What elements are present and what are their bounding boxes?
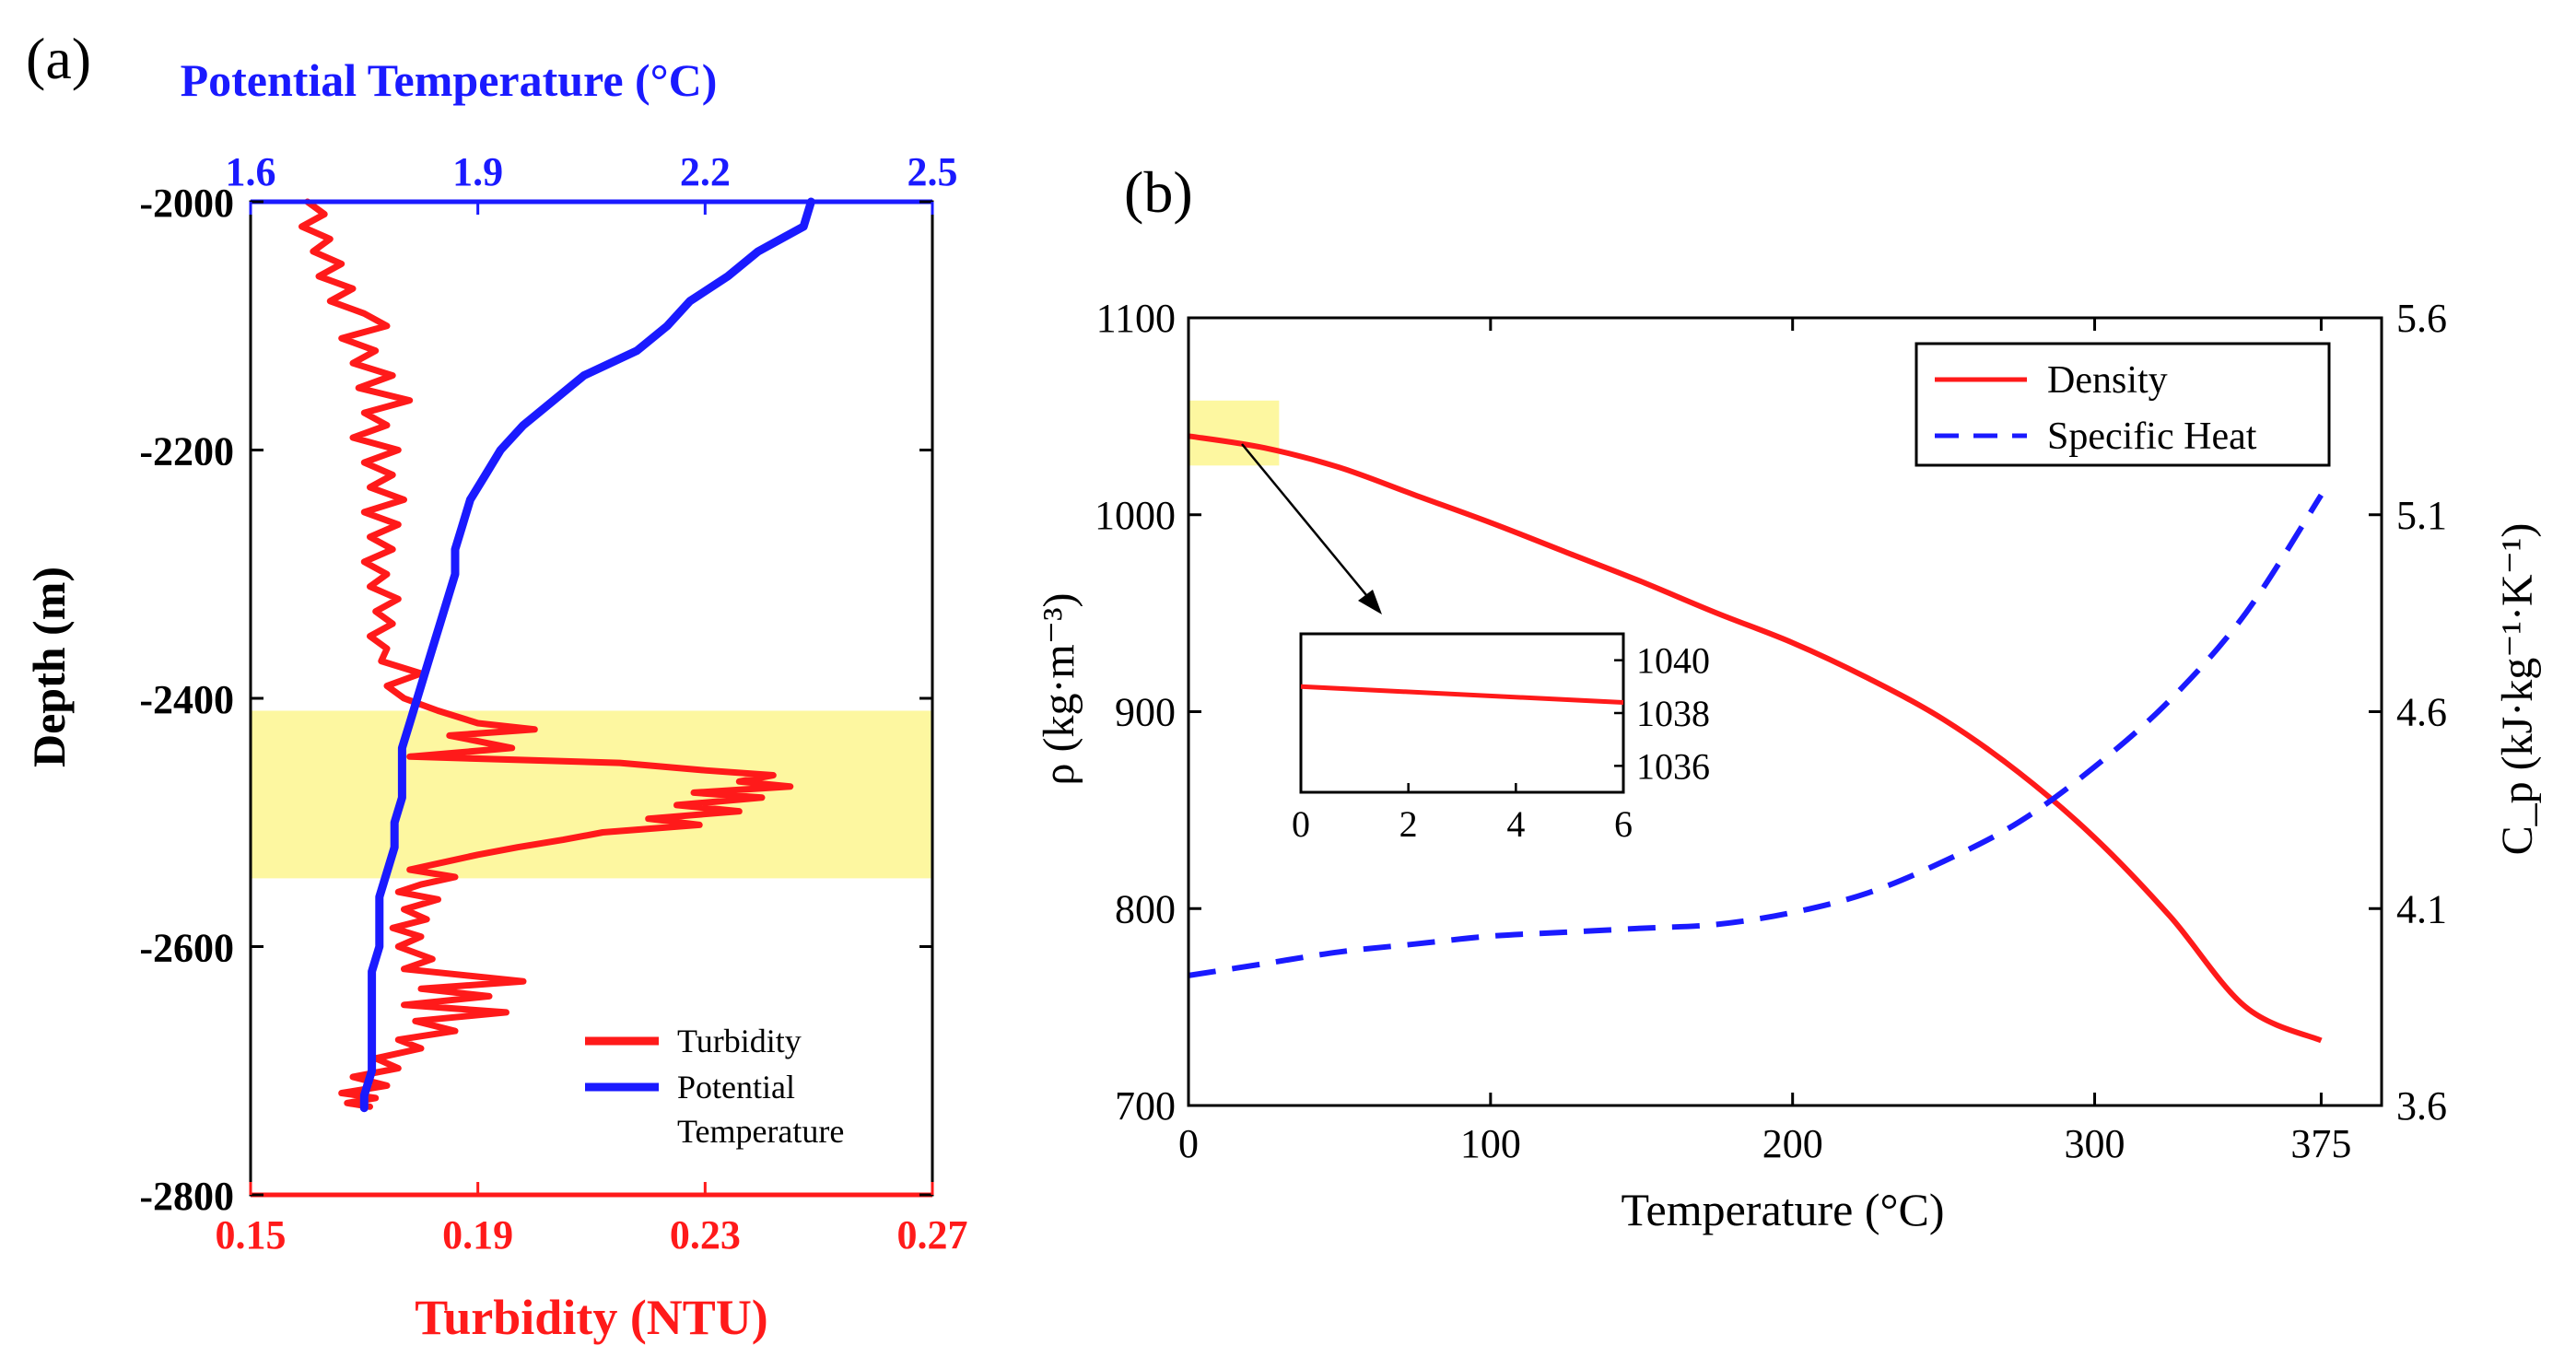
panel-b-right-ticks: 3.6 4.1 4.6 5.1 5.6 [2369, 296, 2447, 1129]
panel-a-bottom-tick-label: 0.27 [897, 1212, 968, 1258]
panel-b-label: (b) [1124, 159, 1193, 225]
panel-b: (b) ρ (kg·m⁻³) C_p (kJ·kg⁻¹·K⁻¹) Tempera… [1035, 159, 2542, 1235]
panel-a-top-ticks: 1.6 1.9 2.2 2.5 [226, 149, 958, 215]
inset-y-tick-label: 1038 [1636, 693, 1710, 734]
legend-temperature-label: Temperature [677, 1113, 844, 1150]
panel-a-legend: Turbidity Potential Temperature [585, 1023, 844, 1150]
panel-b-left-axis-title: ρ (kg·m⁻³) [1035, 593, 1083, 786]
panel-b-right-tick-label: 5.6 [2396, 296, 2447, 341]
panel-a-label: (a) [26, 26, 91, 91]
panel-b-right-tick-label: 3.6 [2396, 1083, 2447, 1129]
panel-a-highlight-band [251, 710, 932, 879]
panel-b-left-tick-label: 1000 [1095, 493, 1176, 538]
panel-b-series [1188, 433, 2324, 1044]
panel-b-right-tick-label: 5.1 [2396, 493, 2447, 538]
panel-a-top-tick-label: 1.6 [226, 149, 276, 194]
panel-b-x-axis-title: Temperature (°C) [1621, 1184, 1944, 1235]
panel-a-bottom-tick-label: 0.15 [216, 1212, 287, 1258]
panel-b-left-ticks: 700 800 900 1000 1100 [1095, 296, 1201, 1129]
panel-b-right-axis-title: C_p (kJ·kg⁻¹·K⁻¹) [2493, 523, 2542, 856]
legend-turbidity-label: Turbidity [677, 1023, 802, 1059]
panel-a-top-axis-title: Potential Temperature (°C) [181, 54, 718, 106]
panel-b-left-tick-label: 800 [1115, 886, 1176, 931]
panel-b-series-density [1188, 433, 2323, 1044]
panel-b-x-tick-label: 375 [2290, 1121, 2351, 1166]
panel-a-top-tick-label: 2.5 [907, 149, 958, 194]
inset-series [1300, 684, 1624, 705]
panel-a-y-tick-label: -2400 [139, 677, 234, 722]
panel-b-x-tick-label: 0 [1178, 1121, 1199, 1166]
panel-b-series-specific-heat [1188, 493, 2324, 978]
panel-a-y-tick-label: -2600 [139, 926, 234, 971]
panel-a-bottom-ticks: 0.15 0.19 0.23 0.27 [216, 1182, 968, 1258]
panel-a-frame [249, 200, 934, 1197]
inset-x-ticks: 0 2 4 6 [1292, 783, 1633, 845]
panel-a: (a) Potential Temperature (°C) Depth (m)… [23, 26, 968, 1345]
panel-b-x-tick-label: 200 [1762, 1121, 1823, 1166]
panel-a-bottom-axis-title: Turbidity (NTU) [415, 1290, 768, 1345]
panel-b-left-tick-label: 1100 [1096, 296, 1176, 341]
panel-b-legend-box [1914, 342, 2331, 467]
inset-pointer-line [1241, 443, 1372, 602]
legend-specific-heat-label: Specific Heat [2047, 415, 2257, 458]
inset-x-tick-label: 4 [1506, 803, 1525, 845]
panel-b-right-tick-label: 4.1 [2396, 886, 2447, 931]
panel-b-x-tick-label: 100 [1460, 1121, 1521, 1166]
panel-b-x-tick-label: 300 [2065, 1121, 2125, 1166]
inset-x-tick-label: 6 [1614, 803, 1633, 845]
panel-a-y-tick-label: -2200 [139, 429, 234, 474]
panel-b-inset: 0 2 4 6 1040 1038 1036 [1292, 632, 1710, 845]
panel-b-x-ticks: 0 100 200 300 375 [1178, 318, 2351, 1166]
inset-y-tick-label: 1040 [1636, 640, 1710, 682]
panel-b-legend: Density Specific Heat [1914, 342, 2331, 467]
panel-a-series [299, 197, 815, 1113]
inset-y-tick-label: 1036 [1636, 745, 1710, 787]
panel-b-callout-arrow [1241, 443, 1382, 614]
panel-a-bottom-tick-label: 0.23 [670, 1212, 741, 1258]
legend-density-label: Density [2047, 359, 2168, 402]
panel-a-series-potential-temperature [359, 197, 815, 1113]
panel-b-left-tick-label: 700 [1115, 1083, 1176, 1129]
panel-a-y-axis-title: Depth (m) [23, 567, 75, 767]
panel-a-y-ticks: -2000 -2200 -2400 -2600 -2800 [139, 181, 932, 1219]
panel-a-top-tick-label: 1.9 [452, 149, 503, 194]
panel-b-right-tick-label: 4.6 [2396, 690, 2447, 735]
inset-x-tick-label: 2 [1399, 803, 1418, 845]
inset-x-tick-label: 0 [1292, 803, 1310, 845]
panel-a-series-turbidity [299, 198, 794, 1110]
panel-a-top-tick-label: 2.2 [680, 149, 731, 194]
panel-b-left-tick-label: 900 [1115, 690, 1176, 735]
inset-frame [1299, 632, 1625, 794]
inset-y-ticks: 1040 1038 1036 [1614, 640, 1710, 787]
panel-a-y-tick-label: -2000 [139, 181, 234, 226]
legend-potential-label: Potential [677, 1069, 795, 1105]
panel-a-bottom-tick-label: 0.19 [442, 1212, 513, 1258]
inset-pointer-arrowhead [1358, 590, 1382, 614]
inset-series-density [1300, 684, 1624, 705]
panel-a-y-tick-label: -2800 [139, 1174, 234, 1219]
panel-b-highlight-box [1188, 400, 1280, 466]
